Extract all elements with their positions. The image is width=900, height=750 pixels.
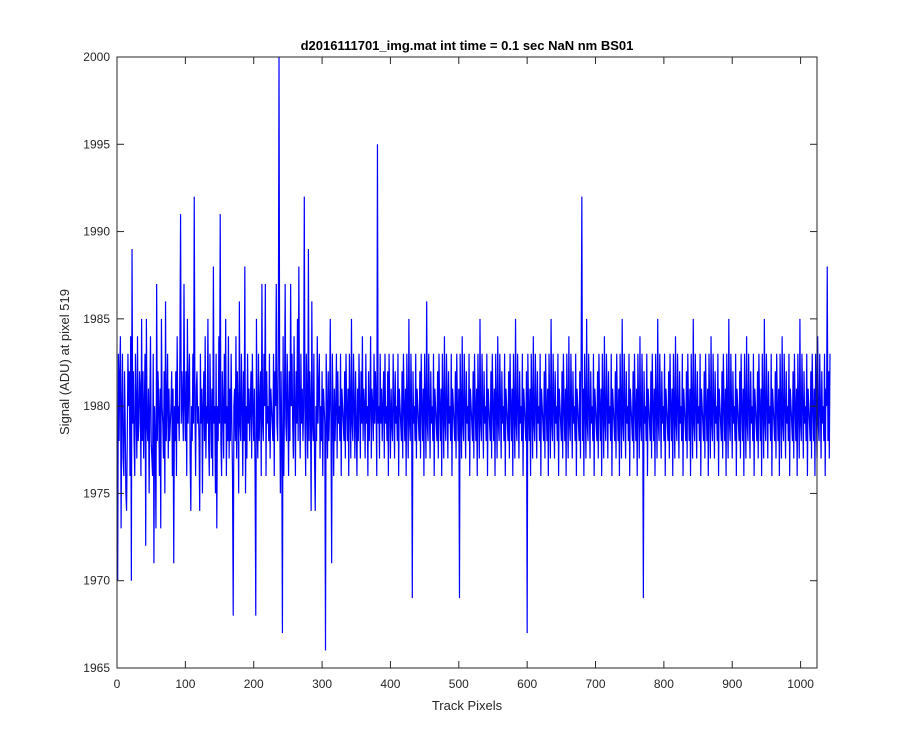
y-tick-label: 1995 — [83, 137, 110, 151]
x-tick-label: 700 — [586, 677, 606, 691]
y-tick-label: 1990 — [83, 225, 110, 239]
y-axis-title: Signal (ADU) at pixel 519 — [57, 289, 72, 435]
y-tick-label: 1975 — [83, 486, 110, 500]
series-line-0 — [117, 56, 831, 651]
x-tick-label: 900 — [722, 677, 742, 691]
x-axis-title: Track Pixels — [432, 698, 503, 713]
y-tick-label: 1970 — [83, 574, 110, 588]
x-tick-label: 400 — [380, 677, 400, 691]
y-tick-label: 1965 — [83, 661, 110, 675]
x-tick-label: 200 — [244, 677, 264, 691]
x-tick-label: 600 — [517, 677, 537, 691]
x-tick-label: 800 — [654, 677, 674, 691]
y-tick-label: 2000 — [83, 50, 110, 64]
axes-box — [116, 56, 818, 669]
plot-area: 0 100 200 300 400 500 600 700 800 900 1000 1965 1970… — [83, 50, 831, 691]
x-tick-label: 100 — [175, 677, 195, 691]
chart-title: d2016111701_img.mat int time = 0.1 sec N… — [301, 38, 634, 53]
y-tick-label: 1985 — [83, 312, 110, 326]
plot-background — [117, 57, 817, 668]
y-tick-label: 1980 — [83, 399, 110, 413]
x-tick-label: 300 — [312, 677, 332, 691]
x-tick-label: 0 — [114, 677, 121, 691]
x-tick-label: 1000 — [787, 677, 814, 691]
x-tick-label: 500 — [449, 677, 469, 691]
